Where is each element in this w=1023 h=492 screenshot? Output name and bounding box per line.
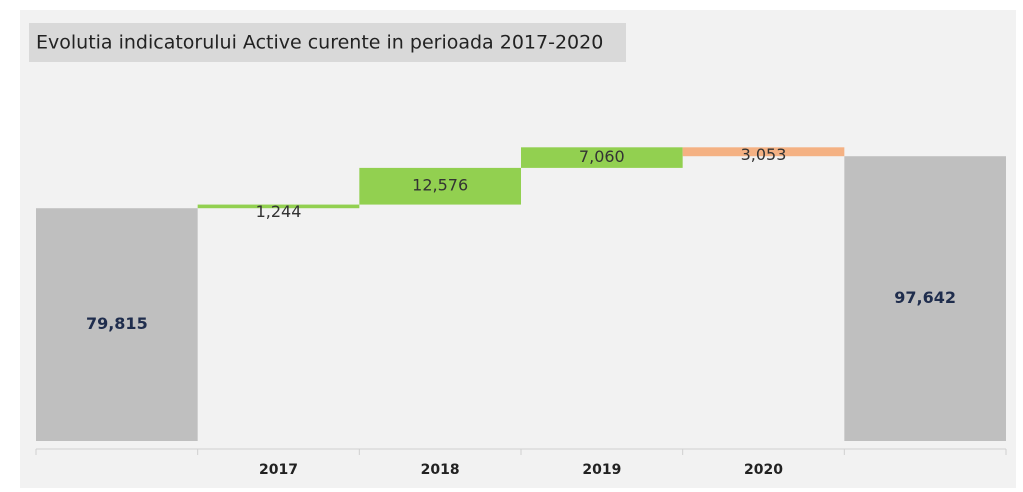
data-label: 7,060 [579,147,625,166]
bar [359,167,521,205]
chart-title: Evolutia indicatorului Active curente in… [36,32,603,54]
data-label: 79,815 [86,314,148,333]
x-tick-label: 2017 [259,462,298,478]
bar [197,204,360,209]
x-tick-label: 2020 [744,462,783,478]
bar [844,156,1006,442]
x-tick-label: 2019 [582,462,621,478]
bar [682,147,845,157]
bar [36,208,198,441]
data-label: 1,244 [256,202,302,221]
data-label: 12,576 [412,176,468,195]
x-tick-label: 2018 [421,462,460,478]
title-box [29,23,626,62]
bar [521,147,683,168]
data-label: 97,642 [894,288,956,307]
data-label: 3,053 [741,145,787,164]
